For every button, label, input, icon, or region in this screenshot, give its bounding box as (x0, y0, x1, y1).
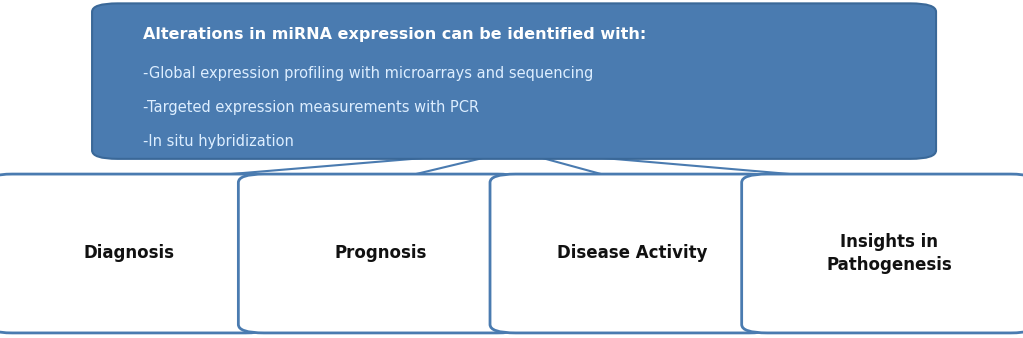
Text: Disease Activity: Disease Activity (557, 244, 708, 263)
FancyBboxPatch shape (490, 174, 774, 333)
Text: Prognosis: Prognosis (335, 244, 427, 263)
FancyBboxPatch shape (0, 174, 271, 333)
FancyBboxPatch shape (92, 3, 936, 159)
Text: Insights in
Pathogenesis: Insights in Pathogenesis (827, 233, 951, 274)
FancyBboxPatch shape (742, 174, 1023, 333)
Text: -Global expression profiling with microarrays and sequencing: -Global expression profiling with microa… (143, 66, 593, 81)
Text: -In situ hybridization: -In situ hybridization (143, 134, 294, 148)
FancyBboxPatch shape (238, 174, 523, 333)
Text: -Targeted expression measurements with PCR: -Targeted expression measurements with P… (143, 100, 480, 115)
Text: Alterations in miRNA expression can be identified with:: Alterations in miRNA expression can be i… (143, 27, 647, 42)
Text: Diagnosis: Diagnosis (84, 244, 174, 263)
